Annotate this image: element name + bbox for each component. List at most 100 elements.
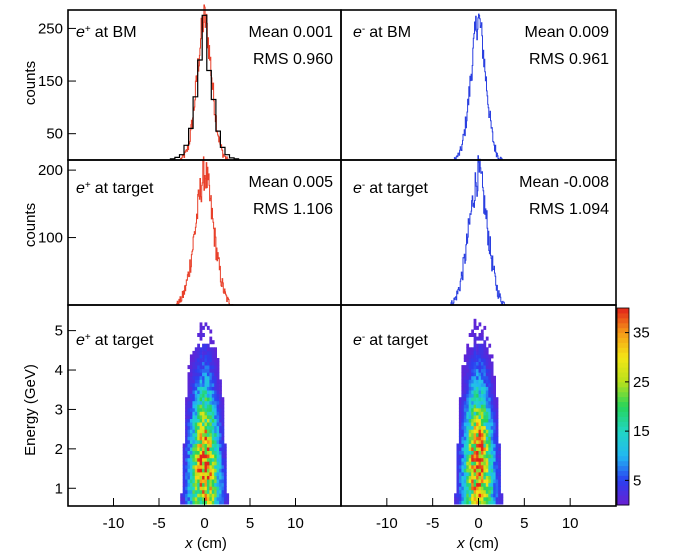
heatmap-cell — [468, 365, 472, 370]
heatmap-cell — [180, 493, 183, 498]
heatmap-cell — [493, 436, 496, 441]
heatmap-cell — [478, 322, 482, 327]
heatmap-cell — [461, 432, 465, 437]
heatmap-cell — [495, 472, 499, 476]
heatmap-cell — [192, 432, 196, 437]
heatmap-cell — [197, 486, 200, 491]
heatmap-cell — [468, 354, 472, 359]
heatmap-cell — [488, 397, 492, 402]
heatmap-cell — [495, 496, 499, 501]
heatmap-cell — [461, 404, 465, 409]
heatmap-cell — [471, 361, 474, 366]
heatmap-cell — [194, 496, 198, 501]
heatmap-cell — [204, 365, 208, 370]
colorbar-segment — [617, 367, 629, 373]
heatmap-cell — [221, 475, 225, 480]
heatmap-cell — [221, 482, 225, 487]
heatmap-cell — [194, 379, 198, 384]
heatmap-cell — [197, 375, 200, 380]
heatmap-cell — [209, 418, 213, 423]
heatmap-cell — [189, 404, 193, 409]
heatmap-cell — [187, 400, 191, 405]
heatmap-cell — [483, 439, 487, 444]
heatmap-cell — [495, 422, 499, 427]
heatmap-cell — [182, 468, 186, 473]
heatmap-cell — [468, 415, 472, 419]
heatmap-cell — [478, 343, 482, 348]
heatmap-cell — [478, 404, 482, 409]
colorbar-segment — [617, 322, 629, 329]
heatmap-cell — [471, 468, 474, 473]
heatmap-cell — [192, 425, 196, 430]
heatmap-cell — [483, 450, 487, 455]
heatmap-cell — [476, 482, 479, 487]
heatmap-cell — [194, 386, 198, 391]
heatmap-cell — [192, 454, 196, 459]
heatmap-cell — [495, 457, 499, 462]
heatmap-cell — [211, 489, 215, 494]
heatmap-cell — [473, 493, 477, 498]
heatmap-cell — [480, 415, 484, 419]
heatmap-cell — [473, 454, 477, 459]
heatmap-cell — [466, 500, 470, 505]
heatmap-cell — [197, 439, 200, 444]
heatmap-cell — [209, 390, 213, 394]
heatmap-cell — [199, 393, 203, 398]
heatmap-cell — [456, 500, 460, 505]
heatmap-cell — [466, 493, 470, 498]
heatmap-cell — [488, 479, 492, 484]
heatmap-cell — [216, 493, 220, 498]
heatmap-cell — [473, 400, 477, 405]
heatmap-cell — [199, 411, 203, 416]
heatmap-cell — [468, 429, 472, 434]
heatmap-cell — [456, 443, 460, 448]
heatmap-cell — [488, 382, 492, 387]
heatmap-cell — [199, 429, 203, 434]
heatmap-cell — [490, 479, 494, 484]
heatmap-cell — [485, 500, 489, 505]
heatmap-cell — [189, 379, 193, 384]
xtick-label: 0 — [474, 515, 482, 532]
heatmap-cell — [185, 443, 188, 448]
heatmap-cell — [199, 482, 203, 487]
heatmap-cell — [211, 461, 215, 466]
heatmap-cell — [473, 468, 477, 473]
heatmap-cell — [216, 450, 220, 455]
heatmap-cell — [209, 425, 213, 430]
heatmap-cell — [478, 372, 482, 377]
heatmap-cell — [488, 393, 492, 398]
heatmap-cell — [187, 393, 191, 398]
heatmap-cell — [488, 464, 492, 469]
heatmap-cell — [483, 343, 487, 348]
heatmap-cell — [456, 464, 460, 469]
heatmap-cell — [214, 354, 217, 359]
heatmap-cell — [461, 411, 465, 416]
heatmap-cell — [466, 361, 470, 366]
heatmap-cell — [480, 354, 484, 359]
heatmap-cell — [199, 347, 203, 352]
heatmap-cell — [495, 454, 499, 459]
heatmap-cell — [199, 397, 203, 402]
heatmap-cell — [478, 407, 482, 412]
heatmap-cell — [488, 375, 492, 380]
heatmap-cell — [490, 461, 494, 466]
heatmap-cell — [216, 457, 220, 462]
heatmap-cell — [483, 496, 487, 501]
heatmap-cell — [471, 429, 474, 434]
heatmap-cell — [466, 386, 470, 391]
heatmap-cell — [223, 489, 227, 494]
heatmap-cell — [182, 496, 186, 501]
heatmap-cell — [214, 432, 217, 437]
heatmap-cell — [221, 493, 225, 498]
heatmap-cell — [204, 386, 208, 391]
heatmap-cell — [199, 493, 203, 498]
heatmap-cell — [456, 482, 460, 487]
heatmap-cell — [204, 411, 208, 416]
heatmap-cell — [476, 461, 479, 466]
heatmap-cell — [480, 447, 484, 451]
heatmap-cells-bottom-right — [454, 318, 504, 505]
heatmap-cell — [216, 390, 220, 394]
colorbar-segment — [617, 436, 629, 442]
heatmap-cell — [199, 472, 203, 476]
heatmap-cell — [216, 418, 220, 423]
